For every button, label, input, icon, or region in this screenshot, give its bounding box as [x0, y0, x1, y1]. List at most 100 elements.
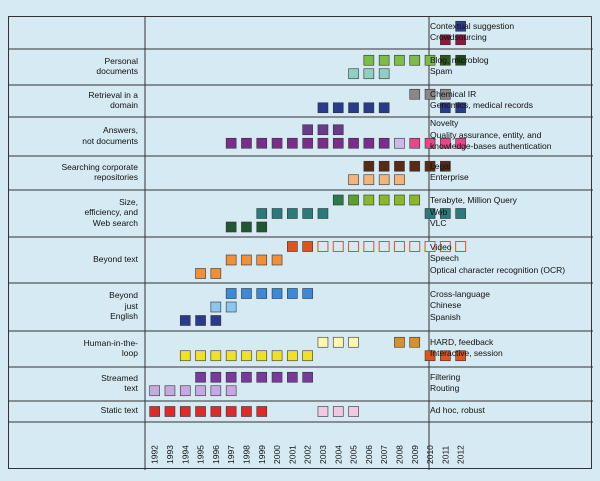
active-year-square — [256, 406, 268, 417]
track-name: Routing — [430, 383, 460, 393]
active-year-square — [317, 102, 329, 114]
active-year-square — [440, 137, 451, 149]
active-year-square — [348, 102, 359, 114]
active-year-square — [440, 54, 451, 66]
year-tick-label: 2010 — [425, 445, 435, 464]
active-year-square — [440, 208, 451, 219]
year-tick-label: 1993 — [165, 445, 175, 464]
active-year-square — [225, 350, 237, 362]
year-tick-label: 1994 — [180, 445, 190, 464]
active-year-square — [225, 406, 237, 417]
active-year-square — [271, 371, 283, 383]
active-year-square — [455, 34, 466, 46]
active-year-square — [195, 385, 206, 397]
active-year-square — [378, 137, 390, 149]
row-label: Searching corporate repositories — [61, 161, 138, 183]
active-year-square — [317, 336, 329, 348]
year-tick-label: 2003 — [318, 445, 328, 464]
active-year-square — [149, 406, 160, 417]
active-year-square — [348, 194, 359, 206]
active-year-square — [332, 102, 344, 114]
active-year-square — [424, 54, 436, 66]
active-year-square — [409, 336, 421, 348]
planned-year-square — [317, 241, 329, 252]
active-year-square — [164, 385, 176, 397]
track-names: Chemical IR Genomics, medical records — [430, 84, 533, 116]
year-tick-label: 1992 — [150, 445, 160, 464]
planned-year-square — [424, 241, 436, 252]
track-name: Novelty — [430, 118, 459, 129]
track-name: Optical character recognition (OCR) — [430, 264, 566, 275]
active-year-square — [287, 208, 298, 219]
active-year-square — [271, 254, 283, 266]
year-tick-label: 2012 — [456, 445, 466, 464]
active-year-square — [210, 406, 222, 417]
track-names: HARD, feedback Interactive, session — [430, 330, 503, 366]
track-names: Filtering Routing — [430, 366, 460, 400]
active-year-square — [179, 315, 191, 326]
track-names: Contextual suggestion Crowdsourcing — [430, 16, 514, 48]
active-year-square — [363, 194, 375, 206]
active-year-square — [164, 406, 176, 417]
active-year-square — [241, 254, 252, 266]
track-names: Novelty Quality assurance, entity, and kno… — [430, 116, 551, 155]
active-year-square — [424, 137, 436, 149]
track-name: Quality assurance, entity, and — [430, 129, 542, 140]
active-year-square — [348, 137, 359, 149]
track-names: Video Speech Optical character recognition… — [430, 236, 565, 282]
active-year-square — [241, 137, 252, 149]
row-label: Human-in-the- loop — [83, 337, 138, 359]
active-year-square — [332, 336, 344, 348]
track-name: Chemical IR — [430, 88, 477, 99]
active-year-square — [440, 88, 451, 100]
active-year-square — [348, 68, 359, 80]
active-year-square — [241, 221, 252, 233]
active-year-square — [271, 350, 283, 362]
planned-year-square — [378, 241, 390, 252]
active-year-square — [317, 406, 329, 417]
year-tick-label: 1996 — [211, 445, 221, 464]
year-tick-label: 1997 — [226, 445, 236, 464]
active-year-square — [363, 137, 375, 149]
track-name: Chinese — [430, 300, 462, 311]
active-year-square — [302, 137, 313, 149]
active-year-square — [378, 68, 390, 80]
active-year-square — [256, 350, 268, 362]
active-year-square — [302, 371, 313, 383]
active-year-square — [348, 406, 359, 417]
row-label: Answers, not documents — [82, 125, 138, 146]
year-tick-label: 2008 — [394, 445, 404, 464]
active-year-square — [210, 371, 222, 383]
active-year-square — [455, 137, 466, 149]
track-name: Enterprise — [430, 172, 469, 182]
active-year-square — [348, 336, 359, 348]
active-year-square — [317, 137, 329, 149]
active-year-square — [455, 102, 466, 114]
active-year-square — [271, 288, 283, 299]
planned-year-square — [332, 241, 344, 252]
track-name: Web — [430, 206, 448, 217]
track-names: Ad hoc, robust — [430, 400, 485, 421]
active-year-square — [210, 301, 222, 313]
year-tick-label: 2006 — [364, 445, 374, 464]
year-tick-label: 2011 — [440, 445, 450, 464]
track-names: Blog, microblog Spam — [430, 48, 489, 84]
track-name: Genomics, medical records — [430, 100, 533, 110]
active-year-square — [455, 350, 466, 362]
year-tick-label: 2004 — [333, 445, 343, 464]
year-tick-label: 2002 — [303, 445, 313, 464]
track-names: Cross-language Chinese Spanish — [430, 282, 490, 330]
track-name: knowledge-bases authentication — [430, 141, 552, 152]
active-year-square — [409, 137, 421, 149]
active-year-square — [363, 68, 375, 80]
active-year-square — [332, 194, 344, 206]
year-tick-label: 2001 — [287, 445, 297, 464]
active-year-square — [195, 268, 206, 279]
active-year-square — [287, 288, 298, 299]
year-tick-label: 2005 — [349, 445, 359, 464]
active-year-square — [149, 385, 160, 397]
track-name: Cross-language — [430, 288, 491, 299]
row-label: Size, efficiency, and Web search — [84, 196, 138, 228]
active-year-square — [271, 208, 283, 219]
track-name: Spanish — [430, 311, 461, 322]
